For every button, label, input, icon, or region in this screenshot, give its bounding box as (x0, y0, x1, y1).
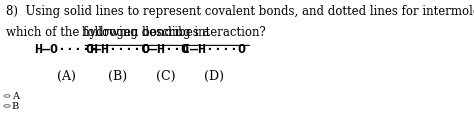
Text: H—O····H: H—O····H (35, 42, 99, 55)
Text: (B): (B) (108, 70, 127, 83)
Text: which of the following describes a: which of the following describes a (7, 26, 214, 39)
Text: (C): (C) (156, 70, 175, 83)
Text: A: A (11, 92, 18, 101)
Text: O—H··O: O—H··O (142, 42, 190, 55)
Text: (D): (D) (204, 70, 224, 83)
Text: 8)  Using solid lines to represent covalent bonds, and dotted lines for intermol: 8) Using solid lines to represent covale… (7, 5, 474, 18)
Text: hydrogen bonding interaction?: hydrogen bonding interaction? (82, 26, 266, 39)
Text: (A): (A) (57, 70, 76, 83)
Text: O—H····C: O—H····C (85, 42, 149, 55)
Text: C—H····O: C—H····O (182, 42, 246, 55)
Text: B: B (11, 102, 19, 111)
